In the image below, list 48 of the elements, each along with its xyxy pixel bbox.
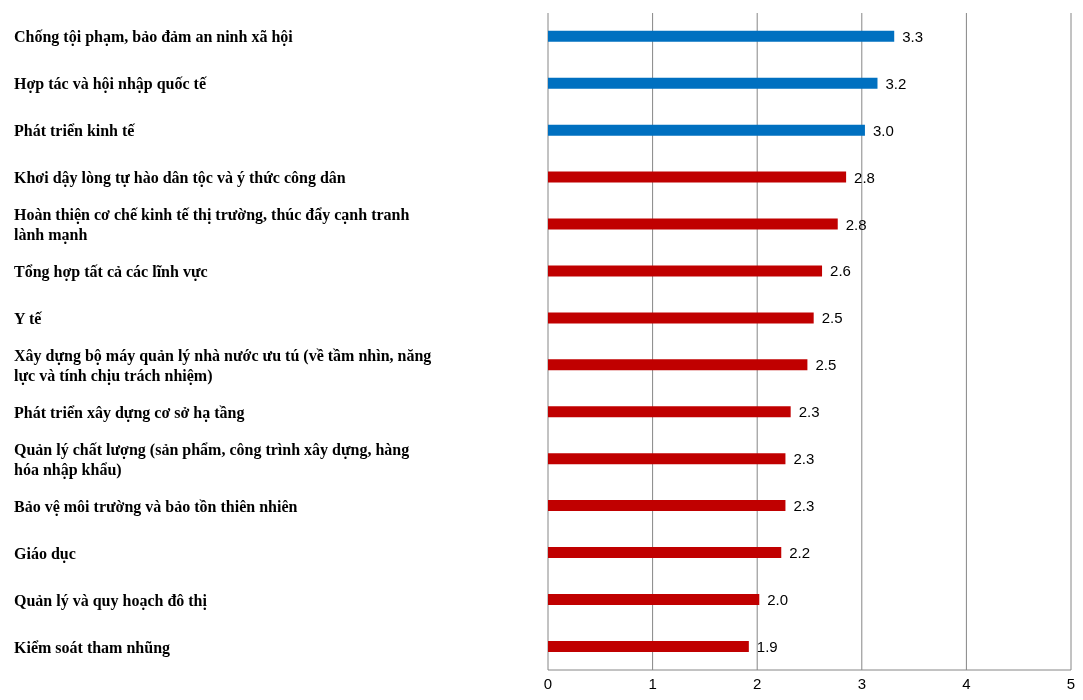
bar — [548, 453, 786, 465]
data-label: 2.2 — [789, 544, 811, 562]
bar — [548, 77, 878, 89]
data-label: 2.6 — [830, 262, 851, 280]
y-tick-label: Tổng hợp tất cả các lĩnh vực — [14, 262, 208, 281]
data-label: 2.3 — [798, 403, 820, 421]
bar — [548, 640, 749, 652]
bar — [548, 406, 791, 418]
x-tick-label: 4 — [962, 674, 971, 692]
data-label: 2.8 — [845, 215, 867, 233]
data-label: 2.3 — [793, 450, 815, 468]
y-tick-label: Quản lý chất lượng (sản phẩm, công trình xây dựng, hàng hóa nhập khẩu) — [14, 440, 410, 479]
bar — [548, 218, 838, 230]
y-tick-label: Phát triển xây dựng cơ sở hạ tầng — [14, 403, 245, 422]
y-tick-label: Bảo vệ môi trường và bảo tồn thiên nhiên — [14, 497, 298, 516]
x-tick-label: 5 — [1066, 674, 1076, 692]
bar — [548, 124, 865, 136]
bar — [548, 171, 847, 183]
y-tick-label: Chống tội phạm, bảo đảm an ninh xã hội — [14, 27, 294, 46]
bar — [548, 312, 814, 324]
bar — [548, 265, 823, 277]
y-tick-label: Hợp tác và hội nhập quốc tế — [14, 74, 207, 93]
bar — [548, 547, 782, 559]
y-tick-label: Y tế — [14, 309, 43, 327]
bar — [548, 359, 808, 371]
bar — [548, 593, 760, 605]
y-tick-label: Phát triển kinh tế — [14, 121, 136, 139]
data-label: 3.2 — [885, 74, 907, 92]
y-tick-label: Kiểm soát tham nhũng — [14, 638, 171, 657]
data-label: 2.5 — [815, 356, 837, 374]
data-label: 2.3 — [793, 497, 815, 515]
y-tick-label: Xây dựng bộ máy quản lý nhà nước ưu tú (về tầm nhìn, năng lực và tính chịu trách nhiệm) — [14, 346, 432, 385]
x-tick-label: 1 — [648, 674, 657, 692]
data-label: 1.9 — [756, 637, 778, 655]
data-label: 2.5 — [821, 309, 843, 327]
data-label: 2.8 — [854, 168, 875, 186]
y-tick-label: Khơi dậy lòng tự hào dân tộc và ý thức công dân — [14, 168, 346, 187]
y-tick-label: Giáo dục — [14, 544, 76, 563]
data-label: 3.3 — [902, 27, 924, 45]
bar — [548, 30, 895, 42]
x-tick-label: 0 — [543, 674, 553, 692]
bar — [548, 500, 786, 512]
x-tick-label: 3 — [857, 674, 866, 692]
y-tick-label: Hoàn thiện cơ chế kinh tế thị trường, thúc đẩy cạnh tranh lành mạnh — [14, 205, 410, 244]
y-tick-label: Quản lý và quy hoạch đô thị — [14, 591, 208, 610]
data-label: 3.0 — [872, 121, 894, 139]
data-label: 2.0 — [767, 590, 789, 608]
x-tick-label: 2 — [753, 674, 762, 692]
